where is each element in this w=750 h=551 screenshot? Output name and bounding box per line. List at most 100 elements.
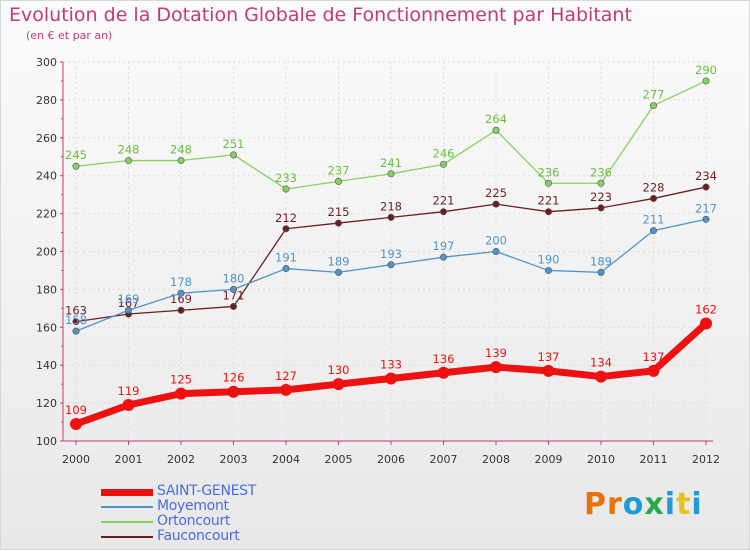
x-tick-label: 2012 xyxy=(692,453,720,466)
data-point xyxy=(70,417,82,430)
logo-letter: o xyxy=(622,487,645,522)
data-label: 211 xyxy=(643,213,665,227)
x-tick-label: 2011 xyxy=(640,453,668,466)
data-label: 212 xyxy=(275,211,297,225)
data-label: 225 xyxy=(485,186,507,200)
data-label: 167 xyxy=(118,296,140,310)
data-label: 126 xyxy=(223,371,245,385)
data-point xyxy=(439,253,447,261)
data-label: 223 xyxy=(590,190,612,204)
y-tick-label: 180 xyxy=(36,283,57,296)
data-label: 236 xyxy=(538,165,560,179)
data-point xyxy=(282,185,290,193)
data-point xyxy=(282,265,290,273)
data-point xyxy=(492,248,500,256)
data-point xyxy=(125,306,133,314)
data-point xyxy=(702,183,710,191)
proxiti-logo: Proxiti xyxy=(584,487,703,522)
data-point xyxy=(230,285,238,293)
data-point xyxy=(72,162,80,170)
data-label: 245 xyxy=(65,148,87,162)
data-point xyxy=(490,361,502,374)
data-point xyxy=(492,200,500,208)
data-label: 139 xyxy=(485,346,507,360)
data-label: 180 xyxy=(223,271,245,285)
data-point xyxy=(334,177,342,185)
y-tick-label: 140 xyxy=(36,359,57,372)
data-point xyxy=(332,378,345,391)
data-point xyxy=(439,208,447,216)
data-label: 191 xyxy=(275,251,297,265)
data-label: 133 xyxy=(380,357,402,371)
data-label: 237 xyxy=(328,163,350,177)
data-label: 233 xyxy=(275,171,297,185)
data-label: 127 xyxy=(275,369,297,383)
data-label: 130 xyxy=(328,363,350,377)
data-point xyxy=(595,370,607,383)
data-label: 137 xyxy=(538,350,560,364)
x-tick-label: 2002 xyxy=(167,453,195,466)
data-point xyxy=(649,194,657,202)
data-point xyxy=(702,215,710,223)
logo-letter: x xyxy=(644,487,665,522)
legend-swatch xyxy=(101,489,153,496)
y-tick-label: 240 xyxy=(36,170,57,183)
data-point xyxy=(122,398,135,411)
logo-letter: P xyxy=(584,487,607,522)
data-label: 200 xyxy=(485,234,507,248)
x-tick-label: 2000 xyxy=(62,453,90,466)
y-tick-label: 100 xyxy=(36,435,57,448)
data-label: 109 xyxy=(65,403,87,417)
data-point xyxy=(230,302,238,310)
x-tick-label: 2007 xyxy=(430,453,458,466)
data-point xyxy=(177,157,185,165)
data-point xyxy=(544,266,552,274)
data-point xyxy=(72,318,80,326)
data-label: 264 xyxy=(485,112,507,126)
data-point xyxy=(125,157,133,165)
chart-subtitle: (en € et par an) xyxy=(26,29,113,42)
data-point xyxy=(387,261,395,269)
data-label: 228 xyxy=(643,180,665,194)
data-point xyxy=(334,268,342,276)
data-point xyxy=(647,364,660,377)
data-label: 241 xyxy=(380,156,402,170)
x-tick-label: 2008 xyxy=(482,453,510,466)
y-tick-label: 260 xyxy=(36,132,57,145)
data-label: 163 xyxy=(65,304,87,318)
data-point xyxy=(702,77,710,85)
data-point xyxy=(597,268,605,276)
x-tick-label: 2006 xyxy=(377,453,405,466)
data-point xyxy=(280,383,292,396)
data-label: 246 xyxy=(433,146,455,160)
legend-swatch xyxy=(101,536,153,538)
data-point xyxy=(387,170,395,178)
data-label: 234 xyxy=(695,169,717,183)
data-label: 217 xyxy=(695,201,717,215)
data-label: 125 xyxy=(170,373,192,387)
data-point xyxy=(387,213,395,221)
data-point xyxy=(177,289,185,297)
data-label: 236 xyxy=(590,165,612,179)
data-label: 189 xyxy=(328,254,350,268)
data-point xyxy=(177,306,185,314)
data-point xyxy=(439,160,447,168)
data-point xyxy=(544,179,552,187)
data-label: 169 xyxy=(118,292,140,306)
data-label: 221 xyxy=(538,194,560,208)
data-point xyxy=(334,219,342,227)
data-label: 190 xyxy=(538,252,560,266)
data-label: 171 xyxy=(223,288,245,302)
y-tick-label: 220 xyxy=(36,208,57,221)
data-label: 218 xyxy=(380,199,402,213)
data-point xyxy=(597,179,605,187)
y-tick-label: 160 xyxy=(36,321,57,334)
legend-label: SAINT-GENEST xyxy=(157,483,257,499)
data-point xyxy=(544,208,552,216)
legend-swatch xyxy=(101,521,153,523)
y-tick-label: 280 xyxy=(36,94,57,107)
data-point xyxy=(227,385,240,398)
data-point xyxy=(282,225,290,233)
